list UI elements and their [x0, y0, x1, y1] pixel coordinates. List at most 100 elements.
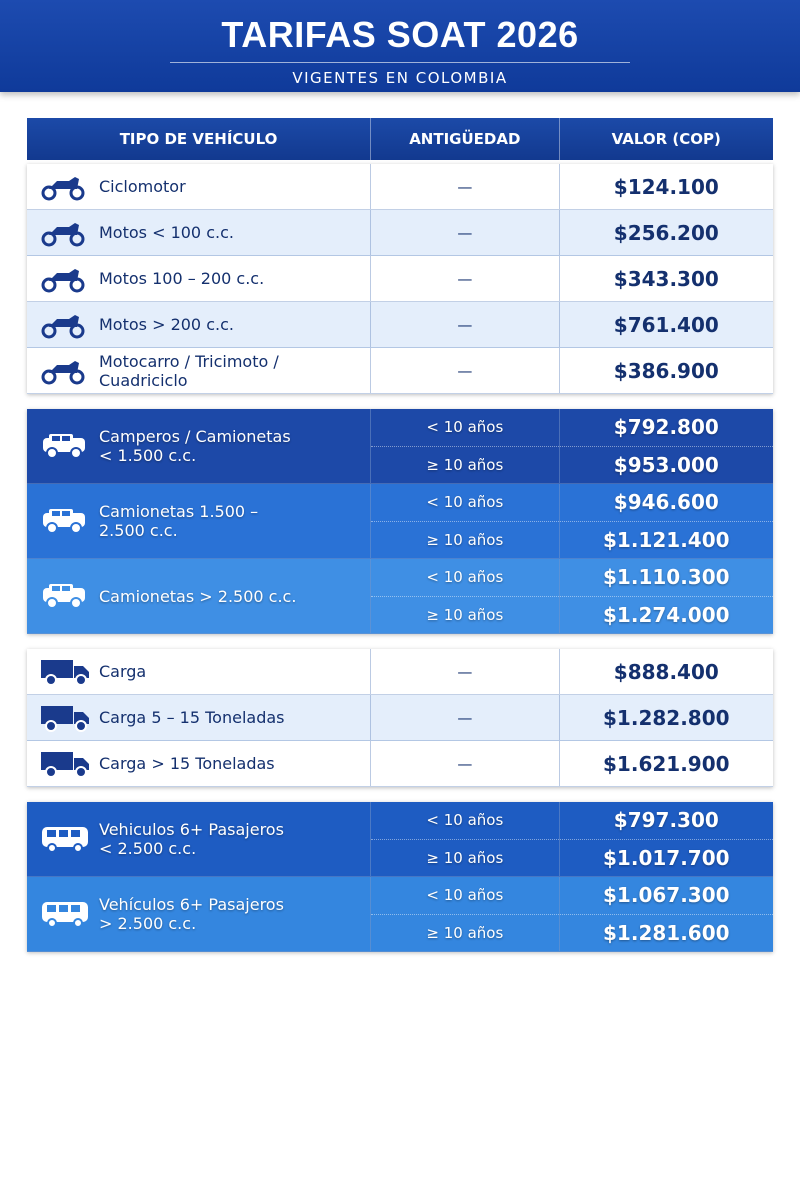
- table-row: Motos < 100 c.c. — $256.200: [27, 210, 773, 256]
- vehicle-icon: [42, 827, 88, 853]
- price: $1.281.600: [559, 913, 773, 952]
- vehicle-cell: Carga: [27, 649, 370, 694]
- row-group: Carga — $888.400 Carga 5 – 15 Toneladas — $1.…: [27, 649, 773, 787]
- table-row: Motocarro / Tricimoto / Cuadriciclo — $386…: [27, 348, 773, 394]
- vehicle-icon: [43, 584, 85, 609]
- price: $953.000: [559, 445, 773, 484]
- vehicle-name: Motos 100 – 200 c.c.: [99, 269, 265, 288]
- vehicle-icon: [41, 222, 85, 246]
- vehicle-icon: [41, 268, 85, 292]
- vehicle-name: Carga 5 – 15 Toneladas: [99, 708, 285, 727]
- vehicle-icon: [41, 705, 89, 732]
- vehicle-icon: [41, 314, 85, 338]
- value-cell: $124.100: [558, 164, 773, 209]
- age-cell: < 10 años ≥ 10 años: [370, 484, 559, 559]
- vehicle-cell: Camperos / Camionetas < 1.500 c.c.: [27, 409, 370, 483]
- column-header: TIPO DE VEHÍCULO: [27, 118, 372, 160]
- price: $124.100: [613, 174, 719, 199]
- age: —: [457, 177, 473, 196]
- table-row: Carga > 15 Toneladas — $1.621.900: [27, 741, 773, 787]
- price: $1.282.800: [603, 705, 730, 730]
- vehicle-cell: Motocarro / Tricimoto / Cuadriciclo: [27, 348, 370, 393]
- age: < 10 años: [426, 568, 504, 587]
- age: —: [457, 361, 473, 380]
- header: TARIFAS SOAT 2026 VIGENTES EN COLOMBIA: [0, 0, 800, 92]
- value-cell: $386.900: [558, 348, 773, 393]
- value-cell: $343.300: [558, 256, 773, 301]
- age-cell: —: [370, 741, 558, 786]
- table-row: Vehiculos 6+ Pasajeros < 2.500 c.c. < 10 …: [27, 802, 773, 877]
- age-cell: —: [370, 210, 558, 255]
- price: $1.017.700: [559, 838, 773, 877]
- price: $1.621.900: [603, 751, 730, 776]
- vehicle-icon: [42, 902, 88, 928]
- vehicle-cell: Motos 100 – 200 c.c.: [27, 256, 370, 301]
- vehicle-name: Carga > 15 Toneladas: [99, 754, 275, 773]
- vehicle-icon: [41, 751, 89, 778]
- column-header: VALOR (COP): [611, 130, 721, 148]
- value-cell: $1.067.300 $1.281.600: [558, 877, 773, 952]
- table-row: Vehículos 6+ Pasajeros > 2.500 c.c. < 10 …: [27, 877, 773, 952]
- title: TARIFAS SOAT 2026: [221, 14, 579, 55]
- table-row: Camionetas > 2.500 c.c. < 10 años ≥ 10 año…: [27, 559, 773, 634]
- vehicle-icon: [41, 659, 89, 686]
- vehicle-cell: Ciclomotor: [27, 164, 370, 209]
- value-cell: $946.600 $1.121.400: [558, 484, 773, 558]
- vehicle-name: Camionetas 1.500 – 2.500 c.c.: [99, 502, 259, 540]
- table-row: Ciclomotor — $124.100: [27, 164, 773, 210]
- vehicle-icon: [43, 434, 85, 459]
- vehicle-name: Vehiculos 6+ Pasajeros < 2.500 c.c.: [99, 820, 284, 858]
- table-header: TIPO DE VEHÍCULO ANTIGÜEDAD VALOR (COP): [27, 118, 773, 160]
- age: ≥ 10 años: [371, 520, 559, 559]
- divider: [170, 62, 630, 63]
- age-cell: —: [370, 256, 558, 301]
- price: $343.300: [613, 266, 719, 291]
- value-cell: $761.400: [558, 302, 773, 347]
- subtitle: VIGENTES EN COLOMBIA: [292, 69, 508, 87]
- age: ≥ 10 años: [371, 913, 559, 952]
- vehicle-cell: Motos < 100 c.c.: [27, 210, 370, 255]
- price: $797.300: [613, 808, 719, 833]
- age-cell: —: [370, 649, 558, 694]
- table-row: Carga 5 – 15 Toneladas — $1.282.800: [27, 695, 773, 741]
- value-cell: $256.200: [558, 210, 773, 255]
- age-cell: —: [370, 164, 558, 209]
- value-cell: $792.800 $953.000: [558, 409, 773, 484]
- age: —: [457, 269, 473, 288]
- vehicle-cell: Camionetas > 2.500 c.c.: [27, 559, 370, 633]
- column-header: ANTIGÜEDAD: [371, 118, 560, 160]
- vehicle-cell: Carga 5 – 15 Toneladas: [27, 695, 370, 740]
- age: —: [457, 315, 473, 334]
- age-cell: < 10 años ≥ 10 años: [370, 559, 559, 633]
- age-cell: —: [370, 348, 558, 393]
- table-row: Camperos / Camionetas < 1.500 c.c. < 10 a…: [27, 409, 773, 484]
- age: —: [457, 754, 473, 773]
- value-cell: $888.400: [558, 649, 773, 694]
- vehicle-name: Carga: [99, 662, 147, 681]
- age-cell: —: [370, 302, 558, 347]
- age: —: [457, 708, 473, 727]
- age-cell: < 10 años ≥ 10 años: [370, 877, 559, 952]
- price: $1.067.300: [603, 883, 730, 908]
- age-cell: —: [370, 695, 558, 740]
- age-cell: < 10 años ≥ 10 años: [370, 409, 559, 484]
- vehicle-name: Motos < 100 c.c.: [99, 223, 234, 242]
- vehicle-cell: Vehículos 6+ Pasajeros > 2.500 c.c.: [27, 877, 370, 951]
- vehicle-icon: [41, 176, 85, 200]
- price: $888.400: [613, 659, 719, 684]
- row-group: Camperos / Camionetas < 1.500 c.c. < 10 a…: [27, 409, 773, 634]
- vehicle-name: Vehículos 6+ Pasajeros > 2.500 c.c.: [99, 895, 284, 933]
- price: $386.900: [613, 358, 719, 383]
- value-cell: $1.110.300 $1.274.000: [558, 559, 773, 633]
- table-row: Motos > 200 c.c. — $761.400: [27, 302, 773, 348]
- vehicle-icon: [43, 509, 85, 534]
- vehicle-name: Motocarro / Tricimoto / Cuadriciclo: [99, 351, 279, 390]
- value-cell: $797.300 $1.017.700: [558, 802, 773, 877]
- age: < 10 años: [426, 493, 504, 512]
- value-cell: $1.621.900: [558, 741, 773, 786]
- vehicle-name: Motos > 200 c.c.: [99, 315, 234, 334]
- price: $946.600: [613, 490, 719, 515]
- row-group: Vehiculos 6+ Pasajeros < 2.500 c.c. < 10 …: [27, 802, 773, 952]
- vehicle-cell: Camionetas 1.500 – 2.500 c.c.: [27, 484, 370, 558]
- age: ≥ 10 años: [371, 445, 559, 484]
